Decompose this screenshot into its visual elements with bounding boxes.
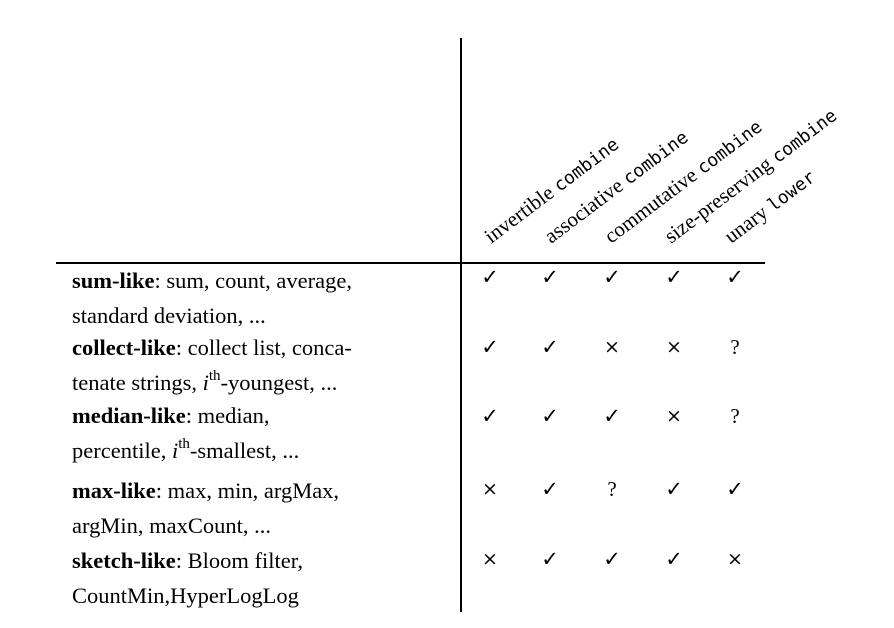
row-description-line2: argMin, maxCount, ... (72, 513, 271, 538)
cell-sum-like-commutative: ✓ (603, 265, 621, 289)
cell-median-like-associative: ✓ (541, 404, 559, 428)
column-header-code: lower (763, 166, 820, 217)
cell-median-like-unary-lower: ? (730, 404, 740, 428)
row-description-line1: : Bloom filter, (175, 548, 303, 573)
row-description-line2: tenate strings, (72, 370, 203, 395)
superscript: th (208, 367, 221, 384)
cell-max-like-commutative: ? (607, 477, 617, 501)
row-label-max-like: max-like: max, min, argMax, argMin, maxC… (72, 473, 452, 543)
cell-max-like-associative: ✓ (541, 477, 559, 501)
cell-sum-like-associative: ✓ (541, 265, 559, 289)
row-description-line2: percentile, (72, 438, 172, 463)
cell-median-like-commutative: ✓ (603, 404, 621, 428)
cell-median-like-invertible: ✓ (481, 404, 499, 428)
cell-collect-like-commutative: × (604, 336, 620, 358)
row-category-name: max-like (72, 478, 156, 503)
cell-sum-like-invertible: ✓ (481, 265, 499, 289)
row-category-name: median-like (72, 403, 186, 428)
row-description-line2: standard deviation, ... (72, 303, 266, 328)
cell-max-like-invertible: × (482, 478, 498, 500)
cell-sketch-like-unary-lower: × (727, 548, 743, 570)
cell-sketch-like-invertible: × (482, 548, 498, 570)
cell-max-like-size-preserving: ✓ (665, 477, 683, 501)
row-label-sketch-like: sketch-like: Bloom filter, CountMin,Hype… (72, 543, 452, 613)
row-label-sum-like: sum-like: sum, count, average, standard … (72, 263, 452, 333)
row-category-name: sketch-like (72, 548, 176, 573)
cell-collect-like-unary-lower: ? (730, 335, 740, 359)
cell-sum-like-unary-lower: ✓ (726, 265, 744, 289)
row-description-line1: : max, min, argMax, (155, 478, 340, 503)
row-category-name: sum-like (72, 268, 155, 293)
row-description-line2-tail: -smallest, ... (189, 438, 300, 463)
row-label-median-like: median-like: median, percentile, ith-sma… (72, 398, 452, 468)
cell-sketch-like-associative: ✓ (541, 547, 559, 571)
italic-variable: i (202, 370, 209, 395)
row-description-line1: : collect list, conca- (175, 335, 352, 360)
row-category-name: collect-like (72, 335, 176, 360)
row-description-line1: : median, (185, 403, 270, 428)
row-description-line1: : sum, count, average, (154, 268, 352, 293)
superscript: th (178, 435, 190, 452)
column-header-code: combine (768, 105, 842, 168)
row-description-line2-tail: -youngest, ... (220, 370, 338, 395)
cell-collect-like-size-preserving: × (666, 336, 682, 358)
cell-sketch-like-commutative: ✓ (603, 547, 621, 571)
row-description-line2: CountMin,HyperLogLog (72, 583, 299, 608)
cell-collect-like-invertible: ✓ (481, 335, 499, 359)
cell-sketch-like-size-preserving: ✓ (665, 547, 683, 571)
italic-variable: i (171, 438, 179, 463)
cell-max-like-unary-lower: ✓ (726, 477, 744, 501)
cell-sum-like-size-preserving: ✓ (665, 265, 683, 289)
vertical-divider (460, 38, 462, 612)
row-label-collect-like: collect-like: collect list, conca- tenat… (72, 330, 452, 400)
horizontal-divider (56, 262, 765, 264)
cell-collect-like-associative: ✓ (541, 335, 559, 359)
cell-median-like-size-preserving: × (666, 405, 682, 427)
